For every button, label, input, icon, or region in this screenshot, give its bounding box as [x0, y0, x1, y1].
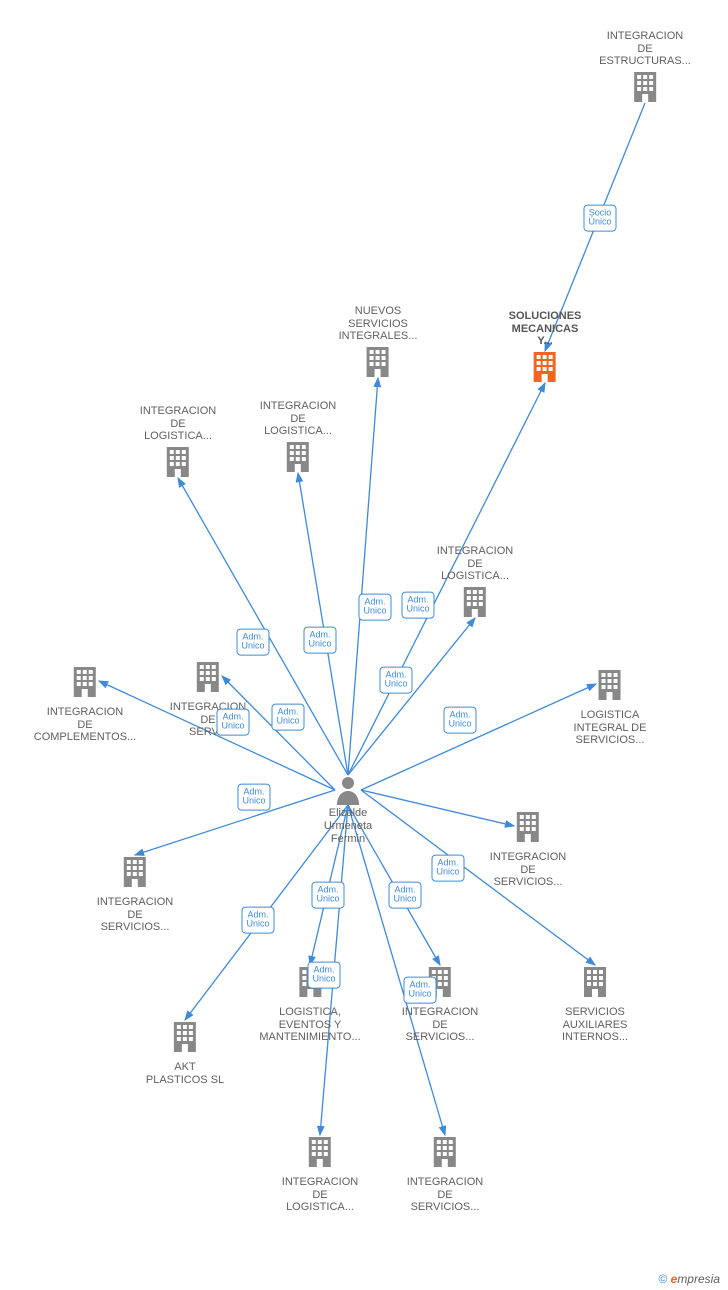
n-logisticaint-label: LOGISTICA INTEGRAL DE SERVICIOS...	[574, 709, 647, 747]
edge-label: Adm. Unico	[237, 784, 270, 811]
edge-line	[348, 378, 378, 775]
edge-label: Adm. Unico	[388, 882, 421, 909]
n-soluciones[interactable]: SOLUCIONES MECANICAS Y...	[509, 310, 582, 387]
n-log3[interactable]: INTEGRACION DE LOGISTICA...	[437, 545, 513, 622]
edge-label: Adm. Unico	[358, 594, 391, 621]
n-estructuras-label: INTEGRACION DE ESTRUCTURAS...	[599, 30, 691, 68]
building-icon	[140, 445, 216, 482]
edge-label: Adm. Unico	[303, 627, 336, 654]
edge-label: Socio Único	[583, 205, 616, 232]
edge-line	[135, 790, 335, 855]
n-complementos-label: INTEGRACION DE COMPLEMENTOS...	[34, 706, 136, 744]
building-icon	[260, 440, 336, 477]
edge-label: Adm. Unico	[216, 709, 249, 736]
edge-label: Adm. Unico	[379, 667, 412, 694]
edge-line	[348, 618, 475, 775]
building-icon	[437, 585, 513, 622]
n-logisticaint[interactable]: LOGISTICA INTEGRAL DE SERVICIOS...	[574, 668, 647, 747]
n-serv2[interactable]: INTEGRACION DE SERVICIOS...	[97, 855, 173, 934]
edge-label: Adm. Unico	[271, 704, 304, 731]
n-log3-label: INTEGRACION DE LOGISTICA...	[437, 545, 513, 583]
n-complementos[interactable]: INTEGRACION DE COMPLEMENTOS...	[34, 665, 136, 744]
n-serv5[interactable]: INTEGRACION DE SERVICIOS...	[407, 1135, 483, 1214]
edge-label: Adm. Unico	[307, 962, 340, 989]
n-akt-label: AKT PLASTICOS SL	[146, 1061, 224, 1086]
n-serv4-label: INTEGRACION DE SERVICIOS...	[402, 1006, 478, 1044]
n-log4[interactable]: INTEGRACION DE LOGISTICA...	[282, 1135, 358, 1214]
building-icon	[509, 350, 582, 387]
n-nuevos-label: NUEVOS SERVICIOS INTEGRALES...	[339, 305, 418, 343]
n-log4-label: INTEGRACION DE LOGISTICA...	[282, 1176, 358, 1214]
building-icon	[34, 665, 136, 702]
edge-line	[361, 684, 596, 790]
n-serv3-label: INTEGRACION DE SERVICIOS...	[490, 851, 566, 889]
building-icon	[97, 855, 173, 892]
building-icon	[490, 810, 566, 847]
n-auxiliares[interactable]: SERVICIOS AUXILIARES INTERNOS...	[562, 965, 628, 1044]
n-logeventos-label: LOGISTICA, EVENTOS Y MANTENIMIENTO...	[259, 1006, 360, 1044]
building-icon	[599, 70, 691, 107]
building-icon	[574, 668, 647, 705]
person-center[interactable]	[335, 775, 361, 810]
edge-label: Adm. Unico	[241, 907, 274, 934]
n-akt[interactable]: AKT PLASTICOS SL	[146, 1020, 224, 1086]
n-log1[interactable]: INTEGRACION DE LOGISTICA...	[140, 405, 216, 482]
building-icon	[282, 1135, 358, 1172]
edges-canvas	[0, 0, 728, 1290]
footer-copyright: © empresia	[658, 1272, 720, 1286]
n-soluciones-label: SOLUCIONES MECANICAS Y...	[509, 310, 582, 348]
building-icon	[170, 660, 246, 697]
building-icon	[146, 1020, 224, 1057]
n-auxiliares-label: SERVICIOS AUXILIARES INTERNOS...	[562, 1006, 628, 1044]
edge-label: Adm. Unico	[403, 977, 436, 1004]
n-log2-label: INTEGRACION DE LOGISTICA...	[260, 400, 336, 438]
n-log2[interactable]: INTEGRACION DE LOGISTICA...	[260, 400, 336, 477]
n-serv5-label: INTEGRACION DE SERVICIOS...	[407, 1176, 483, 1214]
edge-label: Adm. Unico	[431, 855, 464, 882]
building-icon	[339, 345, 418, 382]
edge-label: Adm. Unico	[443, 707, 476, 734]
copyright-symbol: ©	[658, 1272, 667, 1286]
building-icon	[562, 965, 628, 1002]
edge-line	[298, 473, 348, 775]
footer-logo: empresia	[671, 1272, 720, 1286]
n-log1-label: INTEGRACION DE LOGISTICA...	[140, 405, 216, 443]
n-estructuras[interactable]: INTEGRACION DE ESTRUCTURAS...	[599, 30, 691, 107]
edge-label: Adm. Unico	[401, 592, 434, 619]
n-serv3[interactable]: INTEGRACION DE SERVICIOS...	[490, 810, 566, 889]
n-serv2-label: INTEGRACION DE SERVICIOS...	[97, 896, 173, 934]
building-icon	[407, 1135, 483, 1172]
edge-label: Adm. Unico	[236, 629, 269, 656]
n-nuevos[interactable]: NUEVOS SERVICIOS INTEGRALES...	[339, 305, 418, 382]
center-person-label: Elizalde Urmeneta Fermin	[324, 807, 372, 847]
edge-label: Adm. Unico	[311, 882, 344, 909]
